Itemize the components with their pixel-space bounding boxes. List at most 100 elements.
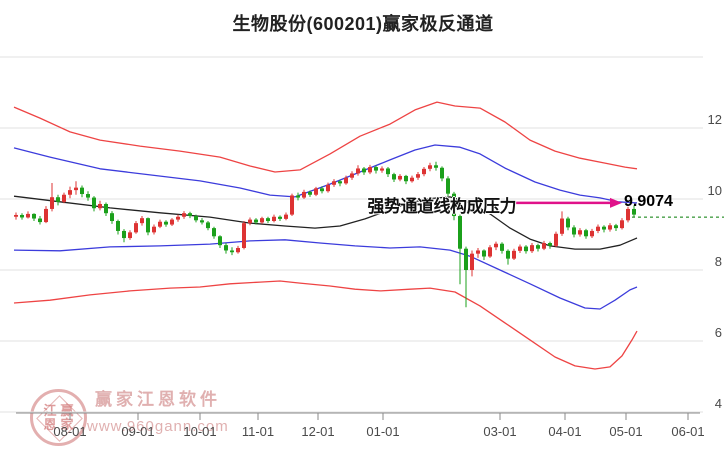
candle-body <box>380 168 384 171</box>
candle-body <box>440 167 444 179</box>
candle-body <box>110 213 114 222</box>
candle-body <box>566 218 570 228</box>
candle-body <box>278 216 282 219</box>
candle-body <box>200 220 204 223</box>
candle-body <box>320 188 324 192</box>
candle-body <box>392 174 396 180</box>
candle-body <box>104 203 108 214</box>
candle-body <box>44 208 48 223</box>
candle-body <box>170 219 174 225</box>
y-axis-label: 8 <box>715 254 722 269</box>
candle-body <box>74 187 78 191</box>
candle-body <box>476 250 480 254</box>
x-axis-label: 12-01 <box>301 424 334 439</box>
candle-body <box>602 226 606 230</box>
candle-body <box>512 250 516 259</box>
candle-body <box>554 233 558 246</box>
candle-body <box>446 178 450 194</box>
candle-body <box>626 208 630 221</box>
chart-title: 生物股份(600201)赢家极反通道 <box>232 14 494 34</box>
candle-body <box>572 227 576 235</box>
candle-body <box>284 214 288 219</box>
candle-body <box>254 219 258 223</box>
channel-line-inner-top-blue <box>13 144 638 204</box>
watermark-company-name: 赢家江恩软件 <box>95 390 221 409</box>
candle-body <box>398 175 402 180</box>
candle-body <box>248 219 252 224</box>
x-axis-label: 10-01 <box>183 424 216 439</box>
candle-body <box>584 230 588 237</box>
candle-body <box>272 216 276 222</box>
resistance-annotation-text: 强势通道线构成压力 <box>367 197 517 216</box>
y-axis-label: 6 <box>715 325 722 340</box>
candle-body <box>68 190 72 195</box>
candle-body <box>410 177 414 182</box>
candle-body <box>614 225 618 229</box>
candle-body <box>488 247 492 257</box>
candle-body <box>98 203 102 209</box>
x-axis-label: 11-01 <box>242 424 274 439</box>
candle-body <box>530 245 534 252</box>
candle-body <box>194 216 198 221</box>
candle-body <box>260 218 264 223</box>
candle-body <box>452 193 456 217</box>
candle-body <box>302 191 306 198</box>
candle-body <box>152 226 156 233</box>
candle-body <box>20 214 24 218</box>
candle-body <box>242 223 246 248</box>
seal-row-2: 恩家 <box>43 416 78 432</box>
watermark-website-url: www.960gann.com <box>87 418 229 435</box>
candle-body <box>362 168 366 173</box>
candle-body <box>182 213 186 217</box>
candle-body <box>134 223 138 233</box>
candle-body <box>206 222 210 229</box>
candle-body <box>578 230 582 235</box>
candle-body <box>116 221 120 231</box>
candle-body <box>158 221 162 227</box>
candle-body <box>224 245 228 251</box>
candle-body <box>494 243 498 248</box>
candle-body <box>236 247 240 253</box>
candle-body <box>164 221 168 225</box>
candle-body <box>536 245 540 249</box>
candle-body <box>128 232 132 239</box>
candle-body <box>404 175 408 182</box>
x-axis-label: 06-01 <box>671 424 704 439</box>
candle-body <box>434 165 438 168</box>
candle-body <box>218 236 222 246</box>
candle-body <box>146 218 150 233</box>
candle-body <box>506 250 510 259</box>
candle-body <box>188 213 192 217</box>
candle-body <box>542 243 546 249</box>
candle-body <box>386 168 390 175</box>
candle-body <box>338 181 342 184</box>
candle-body <box>296 195 300 198</box>
x-axis-label: 05-01 <box>609 424 642 439</box>
candle-body <box>608 225 612 230</box>
candle-body <box>518 246 522 251</box>
candle-body <box>470 253 474 270</box>
candle-body <box>596 226 600 231</box>
candle-body <box>122 230 126 239</box>
candle-body <box>308 191 312 195</box>
y-axis-label: 10 <box>708 183 722 198</box>
candle-body <box>62 194 66 202</box>
candle-body <box>314 188 318 195</box>
y-axis-label: 4 <box>715 396 722 411</box>
candle-body <box>464 248 468 270</box>
candle-body <box>92 197 96 209</box>
candle-body <box>350 173 354 178</box>
channel-line-inner-bottom-blue <box>13 239 638 310</box>
candle-body <box>374 167 378 171</box>
candle-body <box>356 168 360 174</box>
candle-body <box>26 213 30 218</box>
candle-body <box>80 187 84 195</box>
x-axis-label: 04-01 <box>548 424 581 439</box>
candle-body <box>428 165 432 169</box>
candle-body <box>422 168 426 175</box>
channel-line-outer-bottom-red <box>13 280 638 370</box>
candle-body <box>458 216 462 249</box>
candle-body <box>500 243 504 251</box>
